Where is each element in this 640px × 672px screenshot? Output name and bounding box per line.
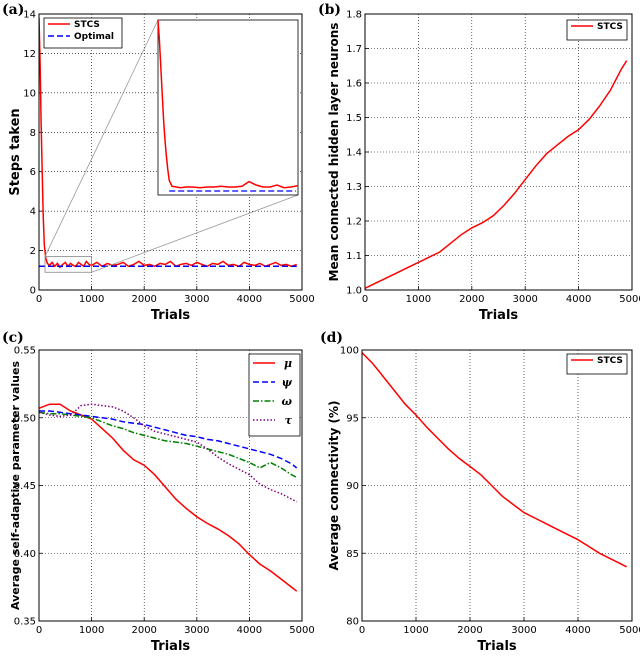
axes-frame (364, 13, 633, 291)
panel-label-c: (c) (2, 330, 24, 346)
x-tick-label: 4000 (565, 625, 590, 636)
legend-box (248, 353, 301, 437)
y-tick-label: 1.8 (346, 10, 362, 21)
zoom-connector (91, 194, 299, 273)
x-tick-label: 2000 (457, 625, 482, 636)
axes-frame (361, 349, 633, 622)
x-axis-label: Trials (477, 639, 517, 654)
y-tick-label: 14 (23, 10, 36, 21)
x-tick-label: 2000 (131, 294, 156, 305)
chart-panel-d: 0 1000 2000 3000 4000 5000 80 85 90 95 100 Trials Av… (327, 346, 640, 655)
x-tick-label: 3000 (512, 294, 537, 305)
x-tick-label: 0 (36, 625, 42, 636)
y-tick-label: 1.0 (346, 286, 362, 297)
y-tick-label: 1.6 (346, 79, 362, 90)
y-axis-label: Steps taken (8, 108, 23, 195)
zoom-connector (44, 19, 159, 257)
series-line-0 (39, 17, 297, 269)
y-tick-label: 1.4 (346, 148, 362, 159)
x-tick-label: 5000 (289, 625, 314, 636)
y-tick-label: 1.2 (346, 217, 362, 228)
legend-label: STCS (597, 22, 623, 32)
y-tick-label: 80 (346, 617, 359, 628)
legend-label: STCS (597, 356, 623, 366)
chart-panel-a: 0 1000 2000 3000 4000 5000 0 2 4 6 8 10 12 14 Trials St… (8, 10, 315, 324)
legend-label: τ (285, 414, 293, 427)
x-tick-label: 0 (359, 625, 365, 636)
inset-frame (157, 19, 299, 196)
x-axis-label: Trials (151, 639, 191, 654)
x-tick-label: 5000 (289, 294, 314, 305)
series-line-0 (39, 403, 298, 592)
x-tick-label: 1000 (406, 294, 431, 305)
legend-label: STCS (74, 20, 100, 30)
x-tick-label: 4000 (237, 625, 262, 636)
y-tick-label: 1.1 (346, 251, 362, 262)
y-tick-label: 6 (30, 167, 36, 178)
chart-panel-b: 0 1000 2000 3000 4000 5000 1.0 1.1 1.2 1.3 1.4 1.5 1… (327, 10, 640, 324)
y-tick-label: 85 (346, 549, 359, 560)
x-tick-label: 2000 (131, 625, 156, 636)
x-tick-label: 5000 (619, 625, 640, 636)
x-axis-label: Trials (151, 308, 191, 323)
panel-label-b: (b) (318, 2, 341, 18)
y-tick-label: 2 (30, 246, 36, 257)
x-axis-label: Trials (479, 308, 519, 323)
x-tick-label: 1000 (79, 625, 104, 636)
x-tick-label: 3000 (184, 625, 209, 636)
x-tick-label: 2000 (459, 294, 484, 305)
legend-box (566, 353, 628, 375)
y-tick-label: 10 (23, 88, 36, 99)
y-tick-label: 0 (30, 286, 36, 297)
x-tick-label: 0 (36, 294, 42, 305)
y-tick-label: 0.35 (14, 617, 36, 628)
series-line-2 (39, 411, 298, 479)
y-tick-label: 4 (30, 207, 36, 218)
panel-label-a: (a) (2, 2, 24, 18)
legend-box (566, 19, 628, 41)
y-tick-label: 0.45 (14, 481, 36, 492)
legend-label: ω (282, 395, 293, 408)
x-tick-label: 4000 (237, 294, 262, 305)
x-tick-label: 3000 (184, 294, 209, 305)
legend-label: μ (284, 357, 292, 370)
axes-frame (38, 13, 303, 291)
legend-box (43, 17, 123, 49)
y-axis-label: Mean connected hidden layer neurons (327, 23, 341, 282)
x-tick-label: 4000 (566, 294, 591, 305)
legend-label: Optimal (74, 32, 114, 42)
y-tick-label: 8 (30, 128, 36, 139)
x-tick-label: 3000 (511, 625, 536, 636)
x-tick-label: 1000 (403, 625, 428, 636)
y-tick-label: 0.50 (14, 413, 36, 424)
panel-label-d: (d) (320, 330, 343, 346)
x-tick-label: 0 (362, 294, 368, 305)
y-axis-label: Average connectivity (%) (327, 401, 341, 571)
legend-label: ψ (282, 376, 293, 389)
zoom-region (44, 256, 92, 273)
y-tick-label: 95 (346, 413, 359, 424)
inset-series-line (158, 20, 298, 189)
series-line-0 (365, 60, 628, 289)
y-tick-label: 0.40 (14, 549, 36, 560)
y-tick-label: 0.55 (14, 346, 36, 357)
y-tick-label: 100 (340, 346, 359, 357)
chart-panel-c: 0 1000 2000 3000 4000 5000 0.35 0.40 0.45 0.50 0.5… (9, 346, 315, 655)
y-tick-label: 1.5 (346, 113, 362, 124)
series-line-0 (362, 352, 627, 568)
x-tick-label: 1000 (79, 294, 104, 305)
y-tick-label: 90 (346, 481, 359, 492)
axes-frame (38, 349, 303, 622)
y-tick-label: 12 (23, 49, 36, 60)
y-axis-label: Average self-adaptive parameter values (9, 361, 22, 610)
x-tick-label: 5000 (619, 294, 640, 305)
y-tick-label: 1.7 (346, 44, 362, 55)
y-tick-label: 1.3 (346, 182, 362, 193)
